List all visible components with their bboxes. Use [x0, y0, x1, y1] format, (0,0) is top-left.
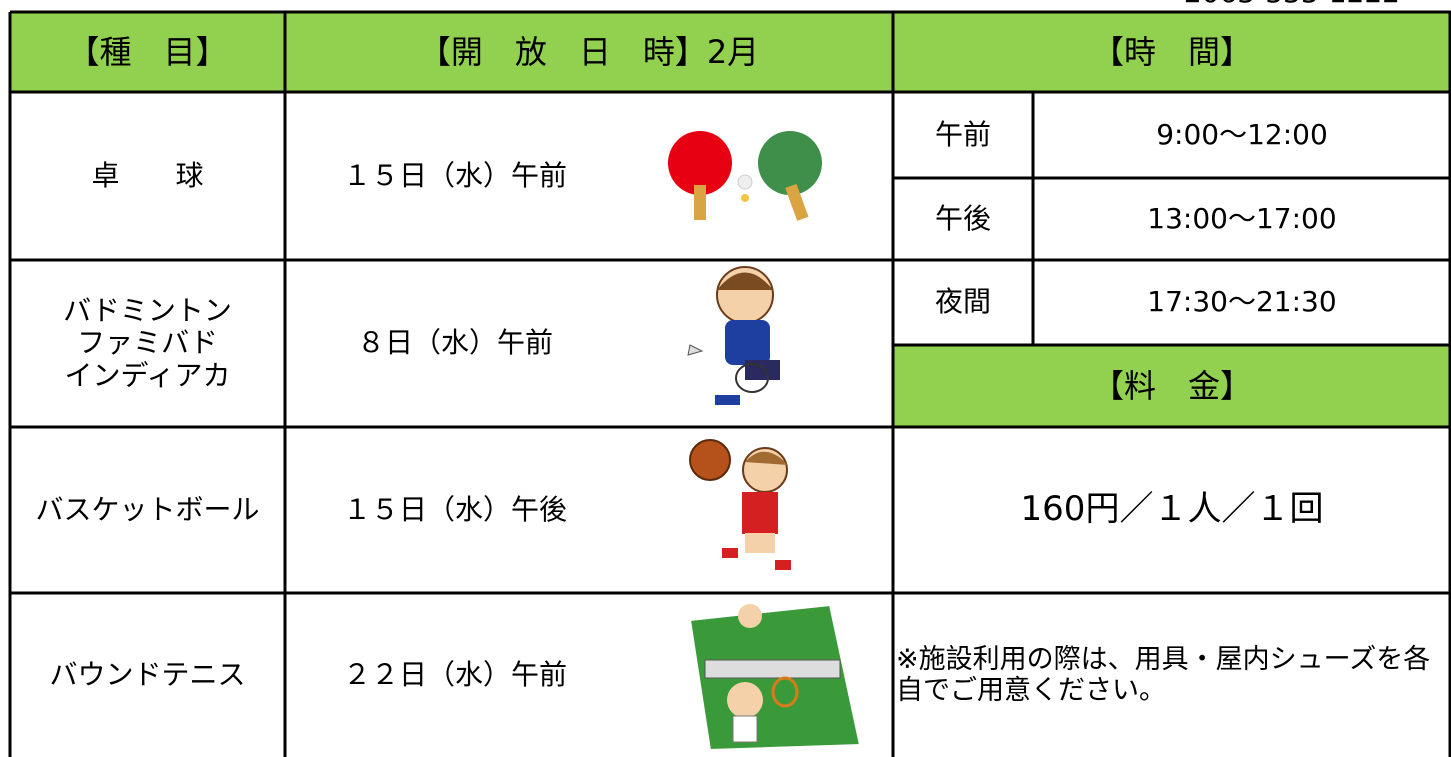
header-fill: [10, 12, 1451, 92]
event: 卓 球: [91, 158, 204, 192]
event: バスケットボール: [35, 492, 260, 526]
note: ※施設利用の際は、用具・屋内シューズを各自でご用意ください。: [896, 643, 1431, 706]
header-event: 【種 目】: [67, 32, 228, 71]
hours: 13:00～17:00: [1147, 201, 1337, 235]
period: 午前: [934, 117, 991, 151]
event: バドミントン ファミバド インディアカ: [63, 294, 232, 392]
period: 午後: [934, 201, 991, 235]
date: １５日（水）午前: [342, 158, 567, 192]
basketball-icon: [689, 439, 791, 570]
badminton-icon: [687, 266, 780, 405]
period: 夜間: [934, 285, 991, 319]
grid: [8, 10, 1451, 757]
fee-header: 【料 金】: [1091, 366, 1252, 405]
fee-value: 160円／１人／１回: [1020, 489, 1324, 530]
hours: 9:00～12:00: [1156, 117, 1328, 151]
header-dates: 【開 放 日 時】2月: [418, 32, 760, 71]
hours: 17:30～21:30: [1147, 285, 1337, 319]
tennis-icon: [688, 603, 862, 752]
phone: 2063-333-1222: [1060, 0, 1451, 9]
event: バウンドテニス: [49, 657, 246, 691]
date: ８日（水）午前: [356, 326, 553, 360]
date: ２２日（水）午前: [342, 657, 567, 691]
ping-pong-icon: [668, 131, 822, 221]
date: １５日（水）午後: [342, 492, 567, 526]
header-time: 【時 間】: [1091, 32, 1252, 71]
fee-header-fill: [893, 345, 1451, 427]
